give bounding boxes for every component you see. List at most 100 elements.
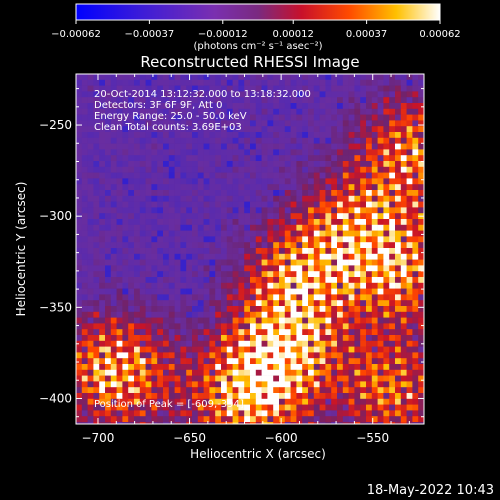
heatmap-cell <box>290 219 297 226</box>
heatmap-cell <box>215 381 222 388</box>
heatmap-cell <box>302 195 309 202</box>
heatmap-cell <box>412 282 419 289</box>
heatmap-cell <box>400 213 407 220</box>
heatmap-cell <box>313 282 320 289</box>
heatmap-cell <box>267 195 274 202</box>
heatmap-cell <box>366 143 373 150</box>
heatmap-cell <box>197 352 204 359</box>
heatmap-cell <box>302 114 309 121</box>
heatmap-cell <box>273 79 280 86</box>
heatmap-cell <box>203 213 210 220</box>
heatmap-cell <box>99 137 106 144</box>
heatmap-cell <box>354 126 361 133</box>
heatmap-cell <box>157 242 164 249</box>
heatmap-cell <box>174 79 181 86</box>
heatmap-cell <box>244 213 251 220</box>
heatmap-cell <box>325 195 332 202</box>
heatmap-cell <box>395 288 402 295</box>
heatmap-cell <box>238 259 245 266</box>
heatmap-cell <box>197 364 204 371</box>
heatmap-cell <box>302 108 309 115</box>
heatmap-cell <box>244 219 251 226</box>
heatmap-cell <box>279 323 286 330</box>
heatmap-cell <box>319 294 326 301</box>
heatmap-cell <box>366 416 373 423</box>
heatmap-cell <box>383 416 390 423</box>
heatmap-cell <box>389 248 396 255</box>
heatmap-cell <box>296 207 303 214</box>
heatmap-cell <box>383 242 390 249</box>
heatmap-cell <box>284 166 291 173</box>
heatmap-cell <box>186 329 193 336</box>
heatmap-cell <box>273 410 280 417</box>
heatmap-cell <box>209 114 216 121</box>
heatmap-cell <box>232 103 239 110</box>
heatmap-cell <box>93 207 100 214</box>
heatmap-cell <box>395 161 402 168</box>
heatmap-cell <box>273 248 280 255</box>
heatmap-cell <box>76 224 83 231</box>
heatmap-cell <box>81 422 88 424</box>
heatmap-cell <box>186 108 193 115</box>
heatmap-cell <box>290 79 297 86</box>
heatmap-cell <box>197 172 204 179</box>
heatmap-cell <box>99 132 106 139</box>
heatmap-cell <box>99 184 106 191</box>
colorbar-tick-label: 0.00062 <box>419 29 460 40</box>
heatmap-cell <box>221 166 228 173</box>
heatmap-cell <box>290 230 297 237</box>
heatmap-cell <box>116 398 123 405</box>
heatmap-cell <box>360 85 367 92</box>
heatmap-cell <box>371 184 378 191</box>
heatmap-cell <box>325 236 332 243</box>
heatmap-cell <box>186 306 193 313</box>
heatmap-cell <box>319 108 326 115</box>
heatmap-cell <box>383 143 390 150</box>
heatmap-cell <box>284 364 291 371</box>
heatmap-cell <box>203 103 210 110</box>
heatmap-cell <box>400 143 407 150</box>
heatmap-cell <box>134 79 141 86</box>
heatmap-cell <box>354 416 361 423</box>
heatmap-cell <box>342 236 349 243</box>
heatmap-cell <box>116 207 123 214</box>
heatmap-cell <box>232 178 239 185</box>
heatmap-cell <box>319 132 326 139</box>
heatmap-cell <box>389 393 396 400</box>
heatmap-cell <box>110 172 117 179</box>
heatmap-cell <box>261 364 268 371</box>
heatmap-cell <box>279 195 286 202</box>
heatmap-cell <box>157 172 164 179</box>
heatmap-cell <box>325 143 332 150</box>
heatmap-cell <box>255 288 262 295</box>
heatmap-cell <box>203 358 210 365</box>
heatmap-cell <box>371 369 378 376</box>
heatmap-cell <box>99 259 106 266</box>
heatmap-cell <box>366 410 373 417</box>
heatmap-cell <box>151 178 158 185</box>
heatmap-cell <box>81 248 88 255</box>
heatmap-cell <box>342 149 349 156</box>
heatmap-cell <box>116 79 123 86</box>
heatmap-cell <box>366 161 373 168</box>
heatmap-cell <box>139 103 146 110</box>
heatmap-cell <box>116 300 123 307</box>
heatmap-cell <box>76 126 83 133</box>
heatmap-cell <box>93 335 100 342</box>
heatmap-cell <box>87 323 94 330</box>
heatmap-cell <box>244 172 251 179</box>
heatmap-cell <box>232 155 239 162</box>
heatmap-cell <box>412 155 419 162</box>
heatmap-cell <box>354 323 361 330</box>
heatmap-cell <box>331 85 338 92</box>
heatmap-cell <box>290 103 297 110</box>
heatmap-cell <box>366 184 373 191</box>
heatmap-cell <box>284 242 291 249</box>
heatmap-cell <box>203 242 210 249</box>
heatmap-cell <box>163 323 170 330</box>
heatmap-cell <box>232 166 239 173</box>
heatmap-cell <box>151 410 158 417</box>
heatmap-cell <box>389 271 396 278</box>
heatmap-cell <box>302 97 309 104</box>
heatmap-cell <box>139 85 146 92</box>
